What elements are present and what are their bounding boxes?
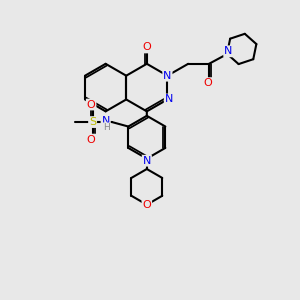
Text: O: O: [142, 43, 151, 52]
Text: N: N: [163, 71, 172, 81]
Text: N: N: [142, 156, 151, 166]
Text: H: H: [103, 123, 110, 132]
Text: O: O: [203, 78, 212, 88]
Text: O: O: [87, 100, 95, 110]
Text: N: N: [101, 116, 110, 126]
Text: O: O: [142, 200, 151, 210]
Text: N: N: [165, 94, 173, 104]
Text: O: O: [87, 135, 95, 145]
Text: N: N: [224, 46, 232, 56]
Text: S: S: [89, 117, 96, 127]
